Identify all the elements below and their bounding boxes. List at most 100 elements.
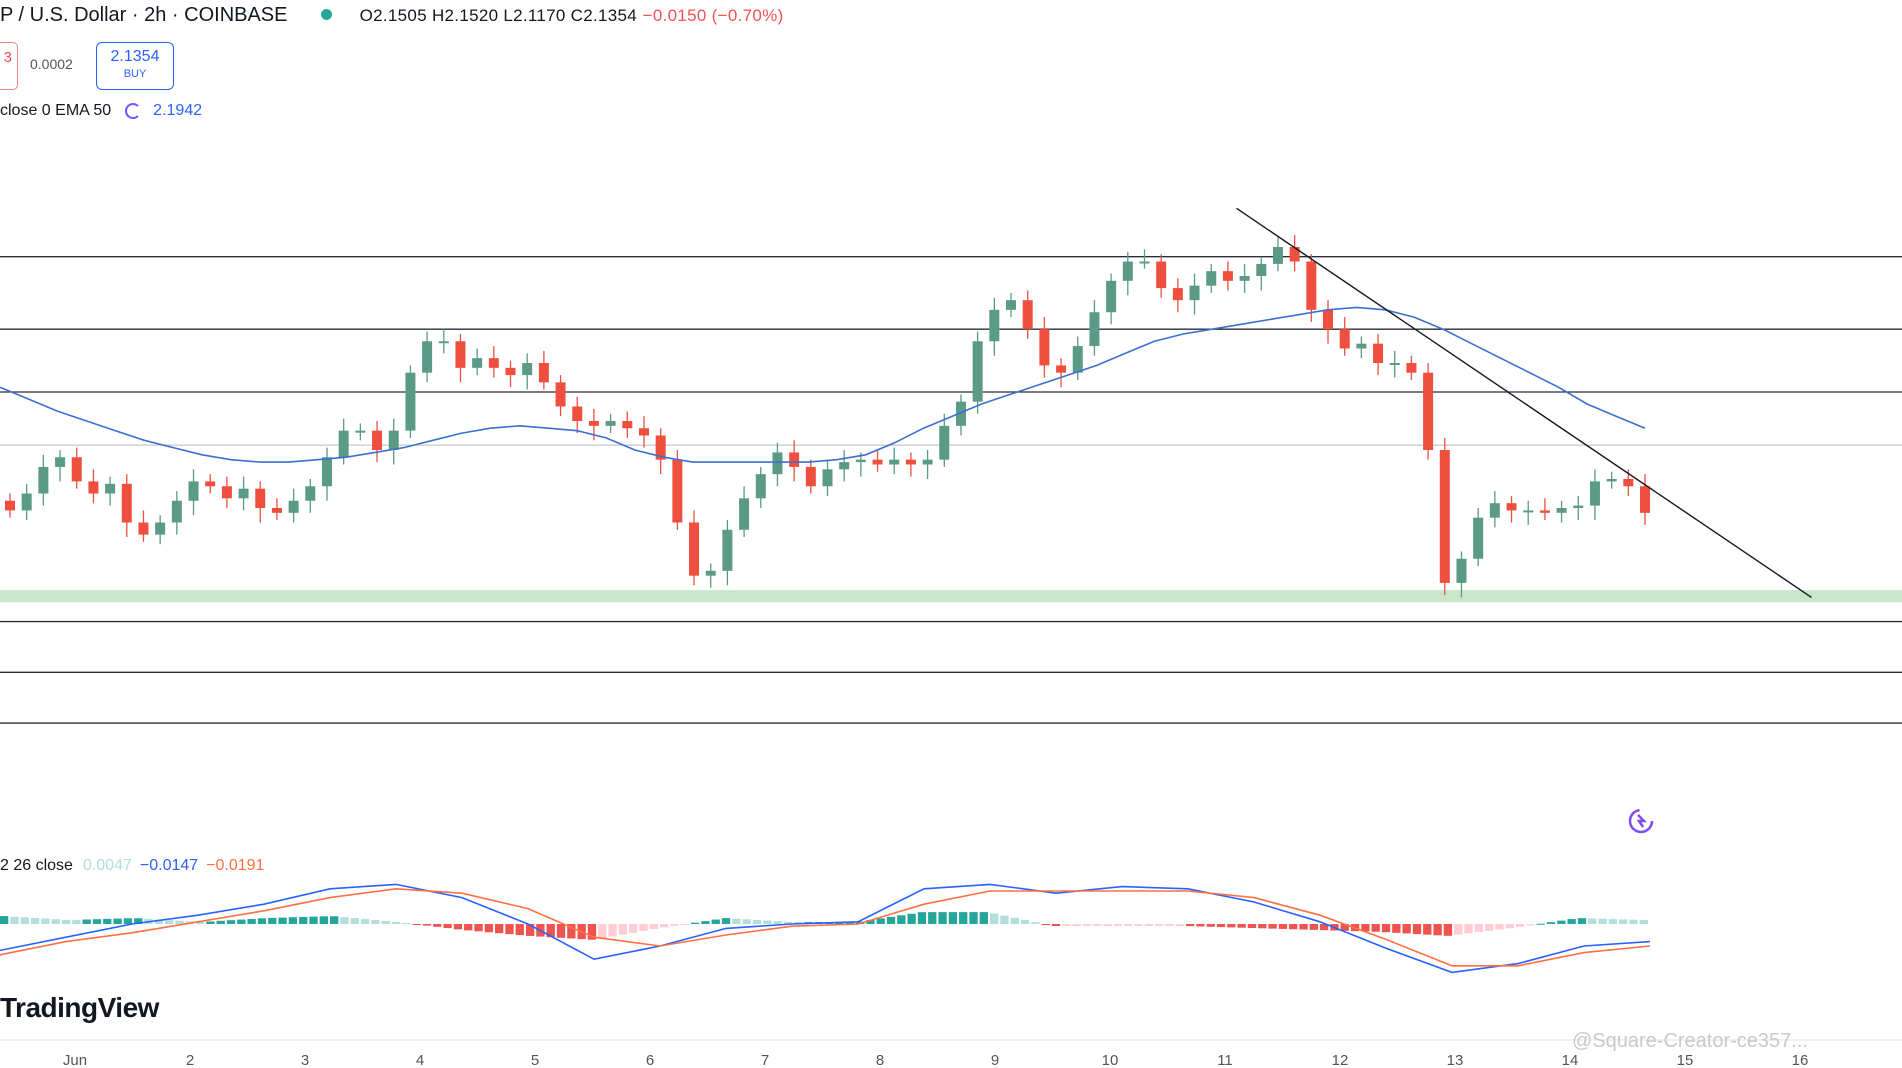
macd-histogram-bar [1134,924,1143,926]
macd-histogram-bar [422,924,432,926]
macd-histogram-bar [103,918,112,924]
ema-legend[interactable]: close 0 EMA 50 2.1942 [0,102,202,120]
loading-icon [125,102,142,119]
candle-body [488,358,499,368]
macd-histogram-bar [1505,924,1514,929]
candle-body [55,457,66,467]
candle-body [138,522,149,535]
candle-body [255,488,266,508]
macd-line [0,883,1651,974]
candle-body [1506,503,1517,511]
candle-body [1222,271,1233,281]
candle-body [1289,247,1300,262]
candle-body [1573,505,1584,508]
candle-body [805,466,816,487]
candle-body [955,401,966,426]
macd-histogram-bar [1392,924,1401,933]
macd-histogram-bar [10,916,19,924]
buy-button[interactable]: 2.1354 BUY [96,42,174,90]
candle-body [1406,363,1417,373]
macd-histogram-bar [608,924,617,937]
macd-histogram-bar [1144,924,1153,926]
macd-histogram-bar [690,922,700,924]
macd-legend-label: 2 26 close [0,857,73,874]
macd-histogram-bar [20,917,29,924]
macd-histogram-bar [216,920,225,924]
candle-body [1139,261,1150,264]
candlesticks [5,234,1650,598]
signal-value: −0.0191 [206,857,265,874]
candle-body [372,430,383,450]
candle-body [422,341,433,373]
macd-histogram-bar [226,920,236,924]
macd-histogram-bar [443,924,452,929]
candle-body [689,522,700,576]
candle-body [121,483,132,523]
macd-histogram-bar [391,921,401,924]
macd-histogram-bar [752,919,762,924]
macd-histogram-bar [123,918,133,924]
macd-histogram-bar [1289,924,1298,930]
candle-body [1206,271,1217,286]
macd-histogram-bar [82,919,91,924]
macd-histogram-bar [1185,924,1195,927]
macd-histogram-bar [350,918,359,924]
macd-histogram-bar [515,924,524,936]
candle-body [205,481,216,487]
macd-histogram-bar [464,924,473,931]
macd-histogram-bar [1402,924,1411,934]
candle-body [155,522,166,535]
macd-histogram-bar [979,912,988,924]
macd-histogram-bar [556,924,566,938]
candle-body [5,500,15,511]
macd-histogram-bar [1155,924,1164,926]
buy-label: BUY [123,68,147,80]
macd-histogram-bar [0,916,9,924]
candle-body [1189,285,1200,301]
macd-histogram-bar [990,913,999,924]
macd-histogram-bar [1196,924,1205,927]
candle-body [21,493,32,511]
candle-body [1523,510,1534,513]
symbol-title[interactable]: P / U.S. Dollar · 2h · COINBASE [0,4,288,26]
candle-body [855,459,866,463]
macd-histogram-bar [340,917,349,924]
candle-body [839,462,850,470]
candle-body [338,430,349,458]
candle-body [1006,300,1017,310]
replay-icon[interactable] [1626,806,1656,836]
symbol-header: P / U.S. Dollar · 2h · COINBASE O2.1505 … [0,4,784,27]
macd-histogram-bar [61,919,71,924]
macd-histogram-bar [629,924,638,933]
candle-body [1589,481,1600,506]
macd-histogram-bar [288,917,298,924]
macd-histogram-bar [433,924,442,927]
macd-histogram-bar [165,920,174,924]
macd-histogram-bar [525,924,535,936]
candle-body [1056,365,1067,373]
macd-legend[interactable]: 2 26 close 0.0047 −0.0147 −0.0191 [0,857,264,875]
macd-histogram-bar [1619,919,1628,924]
macd-histogram-bar [330,916,339,924]
time-axis-label: 12 [1332,1052,1349,1068]
macd-histogram-bar [938,912,947,924]
candle-body [789,452,800,467]
macd-histogram-bar [845,922,854,924]
macd-histogram-bar [474,924,483,932]
macd-histogram-bar [907,913,916,924]
candle-body [605,421,616,426]
macd-histogram-bar [680,924,689,925]
macd-histogram-bar [1165,924,1174,926]
macd-histogram-bar [1020,919,1030,924]
macd-histogram-bar [1072,924,1081,926]
candle-body [271,508,282,513]
macd-histogram-bar [1381,924,1391,933]
candle-body [321,457,332,487]
macd-histogram-bar [660,924,669,928]
buy-price: 2.1354 [110,48,160,65]
macd-histogram-bar [195,921,205,924]
descending-trendline [1236,207,1812,598]
macd-histogram-bar [72,919,81,924]
sell-button[interactable]: 3 [0,42,18,90]
